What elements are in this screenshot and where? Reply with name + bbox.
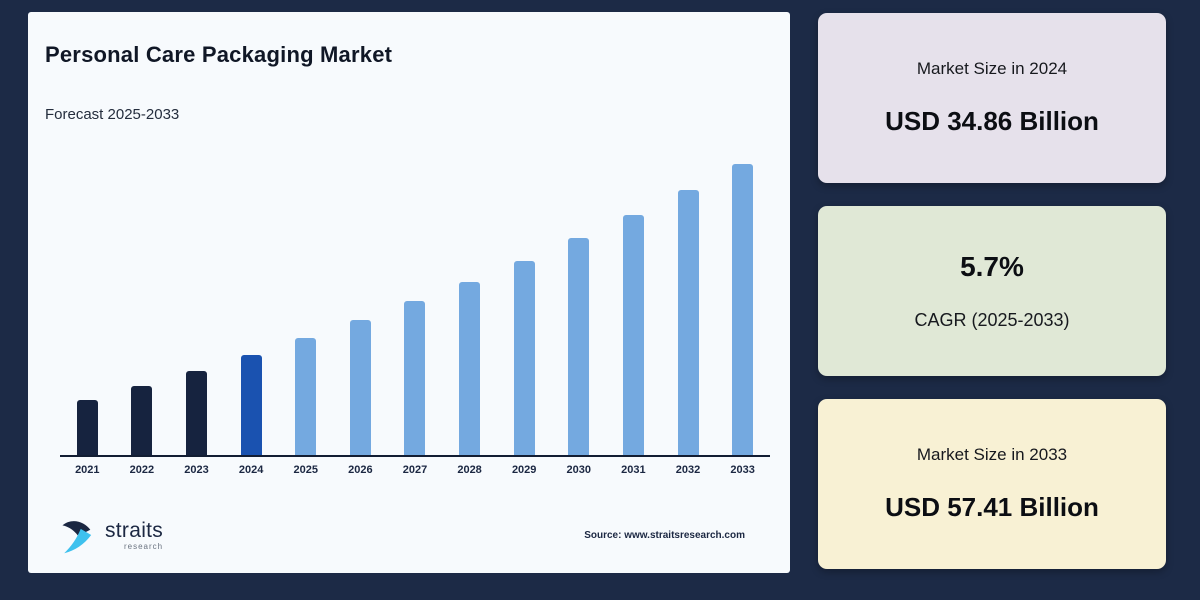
logo-text: straits xyxy=(105,518,164,542)
bar-column-2030 xyxy=(551,155,606,455)
x-tick-2026: 2026 xyxy=(348,464,373,476)
bar-column-2031 xyxy=(606,155,661,455)
bar-2024 xyxy=(240,355,262,455)
bar-2028 xyxy=(459,282,481,455)
source-text: Source: www.straitsresearch.com xyxy=(584,529,745,541)
bar-2023 xyxy=(186,371,208,455)
bar-2029 xyxy=(513,261,535,455)
plot-area xyxy=(60,155,770,455)
bar-2026 xyxy=(349,320,371,455)
x-tick-2025: 2025 xyxy=(293,464,318,476)
straits-logo-icon xyxy=(62,521,92,554)
bar-column-2021 xyxy=(60,155,115,455)
bar-column-2028 xyxy=(442,155,497,455)
stat-card-cagr: 5.7% CAGR (2025-2033) xyxy=(818,206,1166,376)
stat-card-label: Market Size in 2024 xyxy=(916,59,1068,78)
x-tick-2032: 2032 xyxy=(675,464,701,476)
bar-2032 xyxy=(677,190,699,455)
x-tick-2021: 2021 xyxy=(75,464,100,476)
forecast-subtitle: Forecast 2025-2033 xyxy=(45,106,180,123)
bar-2033 xyxy=(732,164,754,455)
logo-subtext: research xyxy=(123,541,164,551)
x-axis-labels: 2021 2022 2023 2024 2025 2026 2027 2028 2029 2030… xyxy=(60,464,770,476)
x-tick-2030: 2030 xyxy=(566,464,592,476)
page-title: Personal Care Packaging Market xyxy=(45,42,393,67)
bar-2030 xyxy=(568,238,590,455)
bar-column-2033 xyxy=(715,155,770,455)
stat-card-value: USD 34.86 Billion xyxy=(885,106,1099,136)
bar-column-2032 xyxy=(661,155,716,455)
stat-cards: Market Size in 2024 USD 34.86 Billion 5.… xyxy=(818,13,1166,569)
bar-chart: 2021 2022 2023 2024 2025 2026 2027 2028 2029 2030… xyxy=(60,155,770,476)
bar-2022 xyxy=(131,386,153,455)
panel-footer: straits research Source: www.straitsrese… xyxy=(28,515,790,555)
bar-2031 xyxy=(622,215,644,455)
stat-card-label: Market Size in 2033 xyxy=(916,445,1068,464)
stat-card-value: USD 57.41 Billion xyxy=(885,492,1099,522)
x-tick-2033: 2033 xyxy=(730,464,755,476)
bar-column-2023 xyxy=(169,155,224,455)
x-tick-2028: 2028 xyxy=(457,464,482,476)
bar-column-2025 xyxy=(278,155,333,455)
x-tick-2023: 2023 xyxy=(184,464,209,476)
bar-2021 xyxy=(76,400,98,455)
x-tick-2024: 2024 xyxy=(238,464,264,476)
stat-card-market-size-2024: Market Size in 2024 USD 34.86 Billion xyxy=(818,13,1166,183)
bar-2027 xyxy=(404,301,426,455)
logo-text-block: straits research xyxy=(105,520,163,551)
stat-card-value: 5.7% xyxy=(960,251,1024,282)
bar-column-2027 xyxy=(388,155,443,455)
stat-card-label: CAGR (2025-2033) xyxy=(914,310,1070,330)
bar-column-2029 xyxy=(497,155,552,455)
x-tick-2027: 2027 xyxy=(402,464,428,476)
bar-2025 xyxy=(295,338,317,455)
bar-column-2024 xyxy=(224,155,279,455)
x-tick-2022: 2022 xyxy=(129,464,155,476)
chart-panel: Personal Care Packaging Market Forecast … xyxy=(28,12,790,573)
straits-logo: straits research xyxy=(58,515,163,555)
stat-card-market-size-2033: Market Size in 2033 USD 57.41 Billion xyxy=(818,399,1166,569)
x-tick-2029: 2029 xyxy=(511,464,537,476)
bar-column-2022 xyxy=(115,155,170,455)
x-tick-2031: 2031 xyxy=(621,464,646,476)
x-axis-line xyxy=(60,455,770,457)
bar-column-2026 xyxy=(333,155,388,455)
